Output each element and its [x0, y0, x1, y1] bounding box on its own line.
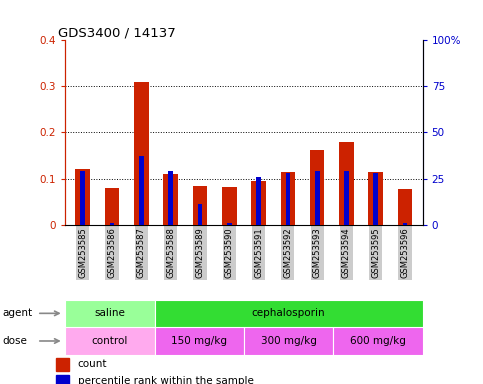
Text: control: control — [92, 336, 128, 346]
Bar — [198, 204, 202, 225]
Bar — [244, 327, 333, 355]
Bar — [369, 172, 383, 225]
Bar — [315, 171, 319, 225]
Bar — [403, 223, 407, 225]
Bar — [110, 223, 114, 225]
Bar — [169, 171, 173, 225]
Text: dose: dose — [2, 336, 28, 346]
Text: 600 mg/kg: 600 mg/kg — [350, 336, 406, 346]
Bar — [398, 189, 412, 225]
Text: GDS3400 / 14137: GDS3400 / 14137 — [58, 26, 176, 39]
Bar — [81, 171, 85, 225]
Text: cephalosporin: cephalosporin — [252, 308, 326, 318]
Bar — [256, 177, 261, 225]
Text: saline: saline — [95, 308, 125, 318]
Bar — [285, 173, 290, 225]
Bar — [56, 358, 69, 371]
Bar — [155, 300, 423, 327]
Bar — [105, 188, 119, 225]
Bar — [251, 181, 266, 225]
Text: 300 mg/kg: 300 mg/kg — [261, 336, 316, 346]
Bar — [227, 223, 232, 225]
Bar — [163, 174, 178, 225]
Bar — [139, 156, 144, 225]
Bar — [373, 173, 378, 225]
Bar — [339, 142, 354, 225]
Bar — [333, 327, 423, 355]
Text: count: count — [78, 359, 107, 369]
Bar — [222, 187, 237, 225]
Text: agent: agent — [2, 308, 32, 318]
Bar — [134, 82, 149, 225]
Bar — [75, 169, 90, 225]
Bar — [155, 327, 244, 355]
Bar — [344, 171, 349, 225]
Bar — [281, 172, 295, 225]
Bar — [65, 300, 155, 327]
Bar — [193, 186, 207, 225]
Text: percentile rank within the sample: percentile rank within the sample — [78, 376, 254, 384]
Text: 150 mg/kg: 150 mg/kg — [171, 336, 227, 346]
Bar — [56, 375, 69, 384]
Bar — [65, 327, 155, 355]
Bar — [310, 149, 325, 225]
